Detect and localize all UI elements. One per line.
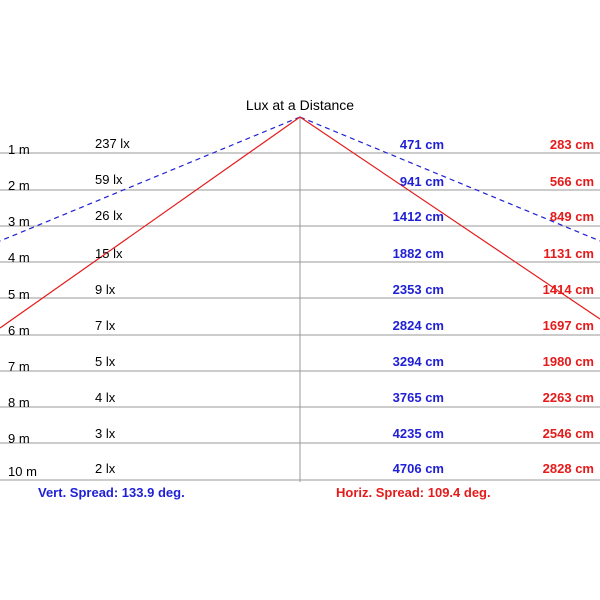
lux-value: 59 lx (95, 172, 123, 187)
vertical-spread-value: 3765 cm (392, 390, 444, 405)
distance-label: 9 m (8, 431, 30, 446)
horizontal-spread-value: 2546 cm (542, 426, 594, 441)
vertical-spread-value: 4235 cm (392, 426, 444, 441)
horizontal-beam-left-edge (0, 116, 301, 329)
horizontal-beam-right-edge (299, 116, 600, 320)
distance-label: 2 m (8, 178, 30, 193)
distance-label: 7 m (8, 359, 30, 374)
vertical-spread-value: 3294 cm (392, 354, 444, 369)
distance-label: 5 m (8, 287, 30, 302)
lux-value: 237 lx (95, 136, 130, 151)
lux-value: 7 lx (95, 318, 116, 333)
vertical-beam-left-edge (0, 116, 301, 242)
horizontal-spread-value: 1697 cm (542, 318, 594, 333)
lux-value: 9 lx (95, 282, 116, 297)
distance-label: 3 m (8, 214, 30, 229)
distance-label: 6 m (8, 323, 30, 338)
horizontal-spread-value: 566 cm (549, 174, 594, 189)
lux-value: 15 lx (95, 246, 123, 261)
horizontal-spread-value: 2263 cm (542, 390, 594, 405)
diagram-title: Lux at a Distance (245, 97, 355, 113)
vertical-spread-label: Vert. Spread: 133.9 deg. (38, 485, 185, 500)
vertical-beam-right-edge (299, 116, 600, 242)
vertical-spread-value: 1882 cm (392, 246, 444, 261)
horizontal-spread-value: 1414 cm (542, 282, 594, 297)
horizontal-spread-value: 2828 cm (542, 461, 594, 476)
vertical-spread-value: 2824 cm (392, 318, 444, 333)
horizontal-spread-value: 1980 cm (542, 354, 594, 369)
distance-label: 8 m (8, 395, 30, 410)
horizontal-spread-value: 849 cm (549, 209, 594, 224)
vertical-spread-value: 941 cm (399, 174, 444, 189)
distance-label: 1 m (8, 142, 30, 157)
horizontal-spread-value: 1131 cm (543, 246, 594, 261)
vertical-spread-value: 2353 cm (392, 282, 444, 297)
lux-value: 2 lx (95, 461, 116, 476)
vertical-spread-value: 471 cm (399, 137, 444, 152)
distance-label: 4 m (8, 250, 30, 265)
lux-value: 4 lx (95, 390, 116, 405)
horizontal-spread-value: 283 cm (549, 137, 594, 152)
horizontal-spread-label: Horiz. Spread: 109.4 deg. (336, 485, 491, 500)
distance-label: 10 m (8, 464, 37, 479)
lux-value: 26 lx (95, 208, 123, 223)
vertical-spread-value: 1412 cm (392, 209, 444, 224)
lux-value: 5 lx (95, 354, 116, 369)
vertical-spread-value: 4706 cm (392, 461, 444, 476)
lux-value: 3 lx (95, 426, 116, 441)
